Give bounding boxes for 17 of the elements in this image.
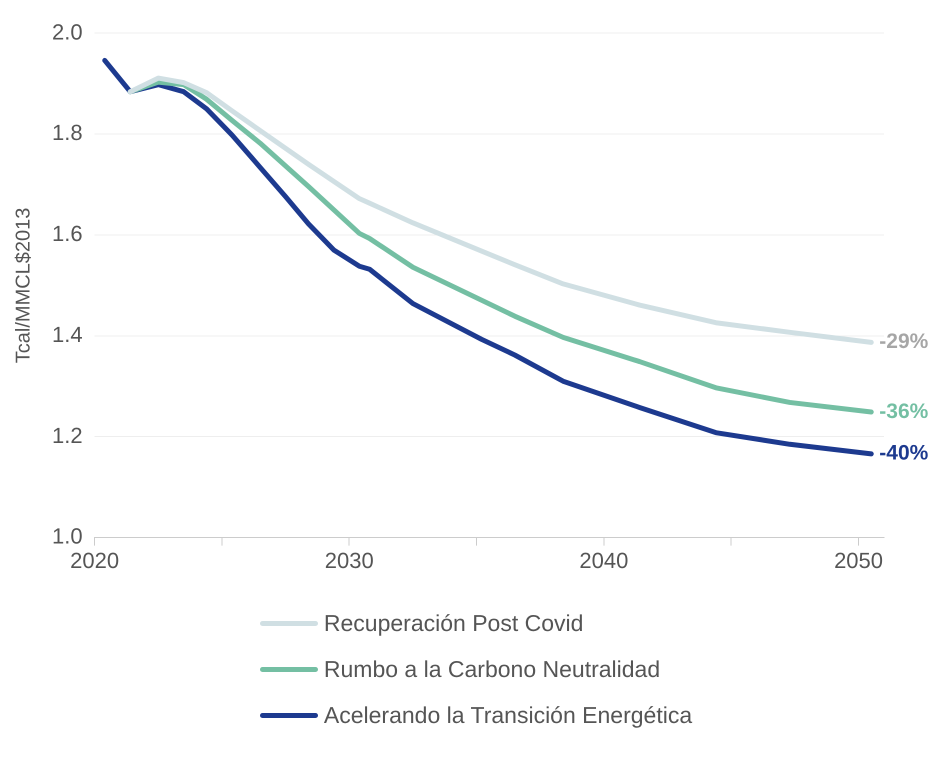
x-tick-label: 2040	[579, 548, 628, 573]
legend-label: Recuperación Post Covid	[324, 610, 584, 636]
x-tick-label: 2020	[70, 548, 120, 573]
legend-label: Acelerando la Transición Energética	[324, 702, 692, 728]
y-tick-label: 1.4	[52, 322, 83, 347]
y-axis-title: Tcal/MMCL$2013	[12, 208, 35, 364]
legend-label: Rumbo a la Carbono Neutralidad	[324, 656, 660, 682]
annotation: -36%	[879, 400, 929, 423]
y-tick-label: 1.8	[52, 120, 83, 146]
annotation: -29%	[879, 330, 929, 354]
x-tick-label: 2050	[834, 548, 884, 573]
y-tick-label: 2.0	[52, 19, 83, 44]
x-tick-label: 2030	[324, 548, 374, 573]
y-tick-label: 1.0	[52, 524, 83, 549]
y-tick-label: 1.2	[52, 422, 83, 448]
y-tick-label: 1.6	[52, 221, 83, 246]
annotation: -40%	[879, 442, 929, 465]
